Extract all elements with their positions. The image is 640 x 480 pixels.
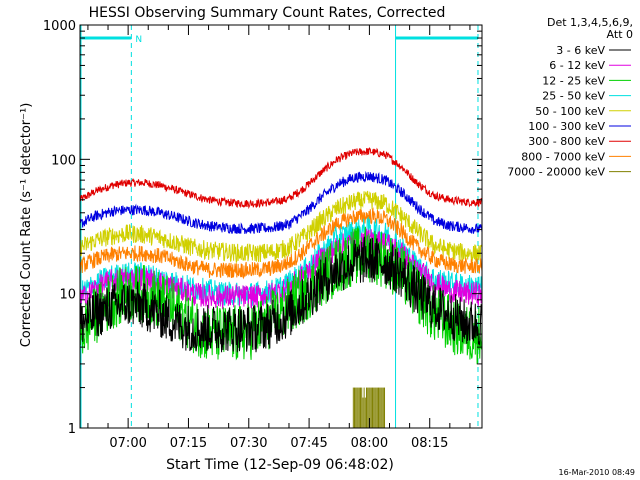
legend-label: 6 - 12 keV: [549, 59, 605, 72]
y-tick-label: 10: [59, 288, 76, 303]
series-line: [80, 170, 482, 235]
x-tick-label: 07:45: [290, 436, 327, 451]
legend-label: 25 - 50 keV: [542, 90, 605, 103]
y-tick-label: 1: [68, 422, 76, 437]
y-axis-label: Corrected Count Rate (s⁻¹ detector⁻¹): [19, 103, 34, 348]
axes-frame: [79, 24, 483, 429]
series-line: [80, 207, 482, 280]
segment-label: N: [135, 35, 142, 45]
y-tick-label: 1000: [43, 19, 76, 34]
x-tick-label: 08:00: [351, 436, 388, 451]
footer-timestamp: 16-Mar-2010 08:49: [559, 468, 636, 477]
legend-label: 800 - 7000 keV: [521, 150, 605, 163]
y-tick-label: 100: [51, 153, 76, 168]
x-tick-label: 07:00: [109, 436, 146, 451]
series-line: [80, 190, 482, 265]
legend-label: 50 - 100 keV: [535, 105, 605, 118]
legend-label: 12 - 25 keV: [542, 74, 605, 87]
legend-label: 300 - 800 keV: [528, 135, 605, 148]
legend: Det 1,3,4,5,6,9,Att 03 - 6 keV 6 - 12 keV…: [507, 16, 633, 179]
series-line: [80, 147, 482, 210]
plot-inner: N: [80, 25, 482, 428]
legend-label: 100 - 300 keV: [528, 120, 605, 133]
x-tick-label: 08:15: [411, 436, 448, 451]
x-tick-label: 07:15: [170, 436, 207, 451]
series-line: [80, 236, 482, 353]
series-7000-20000kev: [352, 387, 386, 428]
legend-label: 7000 - 20000 keV: [507, 166, 605, 179]
legend-header: Det 1,3,4,5,6,9,: [547, 16, 633, 29]
x-axis-label: Start Time (12-Sep-09 06:48:02): [166, 457, 394, 473]
legend-label: 3 - 6 keV: [556, 44, 605, 57]
chart-title: HESSI Observing Summary Count Rates, Cor…: [89, 5, 446, 21]
x-tick-label: 07:30: [230, 436, 267, 451]
axes: 1 10 100 1000 07:00 07:15 07:30 07:45 08:00 08:15: [43, 19, 483, 451]
legend-header: Att 0: [607, 28, 633, 41]
plot-area: N: [80, 25, 482, 428]
